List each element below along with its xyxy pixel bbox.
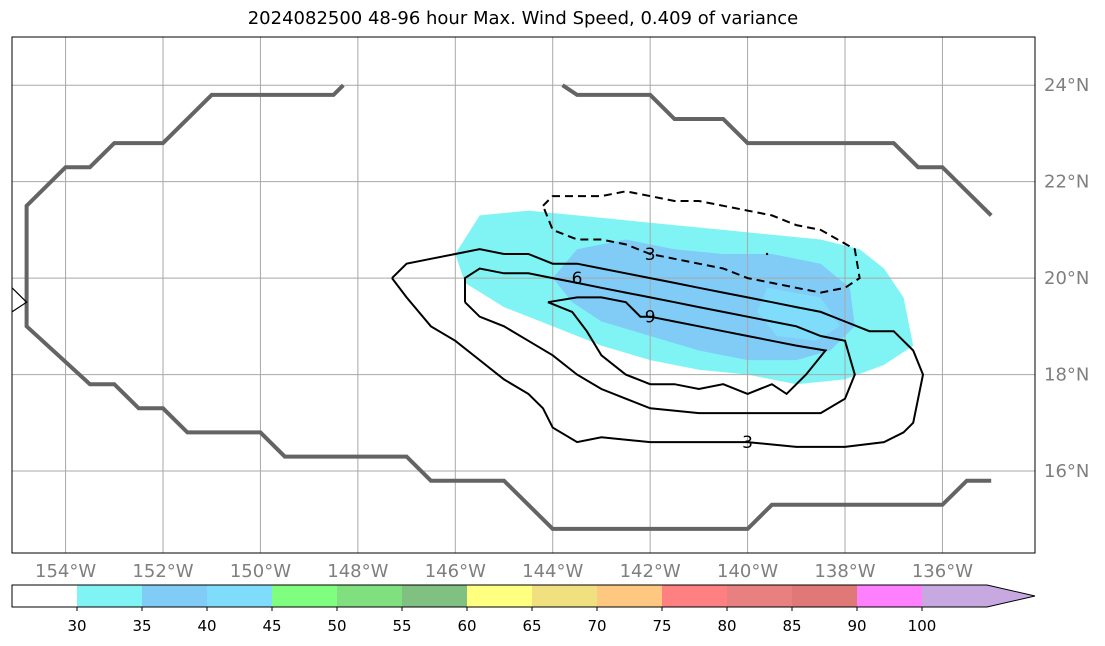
colorbar-swatch <box>727 585 792 607</box>
longitude-label: 148°W <box>327 561 388 582</box>
colorbar-tick-label: 45 <box>262 617 281 635</box>
colorbar-swatch <box>532 585 597 607</box>
colorbar-tick-label: 55 <box>392 617 411 635</box>
colorbar-swatch <box>857 585 922 607</box>
colorbar-tick-label: 65 <box>522 617 541 635</box>
colorbar-swatch <box>402 585 467 607</box>
longitude-label: 144°W <box>522 561 583 582</box>
colorbar-tick-label: 50 <box>327 617 346 635</box>
forecast-cone-outline <box>24 83 993 531</box>
colorbar-tick-label: 30 <box>67 617 86 635</box>
cone-outline-segment <box>561 83 993 217</box>
latitude-label: 16°N <box>1044 461 1089 482</box>
variance-contours: 3 3 6 9 <box>391 190 925 453</box>
contour-3-dashed <box>542 190 861 294</box>
colorbar-tick-label: 35 <box>132 617 151 635</box>
colorbar: 30 35 40 45 50 55 60 65 70 75 80 85 90 100 <box>11 584 1036 635</box>
colorbar-swatch <box>597 585 662 607</box>
cone-outline-segment <box>24 83 992 531</box>
shade-band-40-45 <box>757 287 841 341</box>
colorbar-swatch <box>337 585 402 607</box>
wind-speed-shading <box>455 210 914 385</box>
map-frame <box>11 36 1036 554</box>
colorbar-tick-label: 85 <box>782 617 801 635</box>
hawaii-coastline <box>12 287 28 313</box>
latitude-label: 22°N <box>1044 172 1089 193</box>
colorbar-swatch <box>142 585 207 607</box>
colorbar-swatch <box>467 585 532 607</box>
contour-label: 9 <box>645 308 656 328</box>
longitude-label: 138°W <box>814 561 875 582</box>
longitude-label: 142°W <box>620 561 681 582</box>
latitude-labels: 16°N 18°N 20°N 22°N 24°N <box>1044 75 1089 482</box>
longitude-labels: 154°W 152°W 150°W 148°W 146°W 144°W 142°W 140°W… <box>35 561 973 582</box>
colorbar-swatch <box>272 585 337 607</box>
colorbar-extend-arrow <box>922 585 1035 607</box>
contour-9-solid <box>547 296 828 396</box>
latitude-label: 18°N <box>1044 365 1089 386</box>
latitude-label: 20°N <box>1044 268 1089 289</box>
contour-label: 3 <box>742 433 753 453</box>
longitude-label: 150°W <box>230 561 291 582</box>
colorbar-tick-label: 90 <box>847 617 866 635</box>
longitude-label: 154°W <box>35 561 96 582</box>
colorbar-tick-label: 40 <box>197 617 216 635</box>
graticule-grid <box>12 37 1035 553</box>
contour-fragment <box>765 252 769 256</box>
longitude-label: 136°W <box>912 561 973 582</box>
longitude-label: 152°W <box>132 561 193 582</box>
colorbar-tick-label: 80 <box>717 617 736 635</box>
colorbar-tick-label: 100 <box>908 617 937 635</box>
latitude-label: 24°N <box>1044 75 1089 96</box>
contour-6-solid <box>464 267 856 415</box>
contour-label: 6 <box>572 269 583 289</box>
colorbar-tick-label: 60 <box>457 617 476 635</box>
figure-title: 2024082500 48-96 hour Max. Wind Speed, 0… <box>247 8 799 29</box>
colorbar-swatch <box>662 585 727 607</box>
contour-3-solid <box>391 248 925 448</box>
longitude-label: 146°W <box>425 561 486 582</box>
colorbar-swatch <box>77 585 142 607</box>
colorbar-swatch <box>792 585 857 607</box>
colorbar-frame <box>11 584 1036 608</box>
contour-label: 3 <box>645 245 656 265</box>
longitude-label: 140°W <box>717 561 778 582</box>
coastline <box>12 287 28 313</box>
colorbar-tick-label: 70 <box>587 617 606 635</box>
colorbar-swatch <box>207 585 272 607</box>
colorbar-tick-label: 75 <box>652 617 671 635</box>
colorbar-swatch <box>12 585 77 607</box>
